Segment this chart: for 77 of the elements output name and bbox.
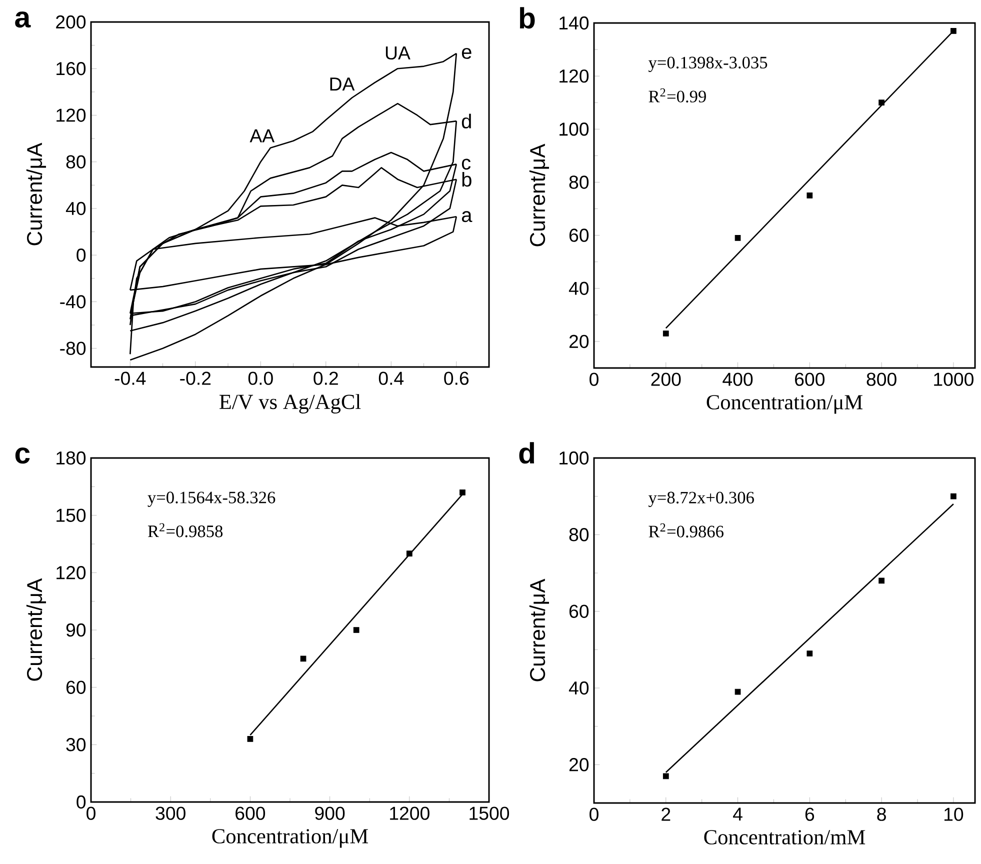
x-axis-title: Concentration/μM (706, 395, 862, 414)
y-tick-label: 20 (569, 758, 589, 772)
x-tick-label: 1500 (470, 806, 510, 820)
y-tick-label: 40 (568, 282, 589, 295)
y-tick-label: 120 (560, 69, 589, 83)
x-axis-title: E/V vs Ag/AgCl (219, 394, 361, 414)
x-tick-label: 6 (805, 808, 814, 821)
x-tick-label: 0.2 (314, 372, 338, 385)
x-tick-label: -0.4 (114, 372, 146, 385)
annotation: y=8.72x+0.306 (648, 492, 754, 508)
y-tick-label: 40 (66, 202, 86, 216)
y-axis-title: Current/μA (26, 578, 46, 681)
x-axis-title: Concentration/μM (212, 829, 368, 848)
y-axis-title: Current/μA (26, 142, 46, 246)
y-axis-title: Current/μA (529, 578, 550, 682)
y-tick-label: 200 (56, 15, 86, 29)
x-tick-label: 0 (590, 372, 598, 386)
y-tick-label: 100 (560, 451, 589, 465)
chart-title: d (519, 442, 534, 464)
y-tick-label: 150 (56, 508, 86, 522)
x-tick-label: 0 (590, 808, 598, 821)
x-tick-label: -0.2 (180, 372, 211, 385)
annotation: UA (386, 46, 410, 60)
series-label: d (462, 114, 471, 128)
y-tick-label: 40 (568, 681, 589, 695)
y-tick-label: 60 (569, 604, 589, 618)
x-tick-label: 2 (662, 808, 670, 821)
x-tick-label: 4 (733, 808, 742, 821)
series-label: b (462, 172, 472, 187)
chart-title: b (520, 7, 535, 29)
y-tick-label: 160 (56, 62, 86, 76)
y-tick-label: 30 (66, 738, 86, 752)
chart-title: a (15, 12, 31, 28)
y-tick-label: 0 (76, 248, 86, 262)
x-tick-label: 800 (866, 372, 896, 386)
x-tick-label: 900 (315, 806, 345, 820)
y-tick-label: 100 (560, 122, 589, 136)
x-tick-label: 400 (722, 372, 753, 386)
x-tick-label: 600 (795, 372, 825, 386)
y-tick-label: 20 (569, 334, 589, 348)
series-label: e (462, 48, 472, 59)
x-tick-label: 600 (236, 806, 266, 820)
y-tick-label: 80 (569, 176, 589, 189)
annotation: y=0.1564x-58.326 (148, 492, 276, 507)
annotation: R$^{2}$=0.9866 (648, 523, 724, 538)
y-tick-label: 140 (560, 16, 589, 30)
annotation: R$^{2}$=0.9858 (148, 523, 223, 538)
series-label: a (462, 211, 472, 222)
annotation: AA (250, 129, 275, 142)
x-tick-label: 8 (877, 808, 886, 821)
x-tick-label: 1200 (390, 806, 430, 820)
x-tick-label: 300 (156, 806, 186, 820)
chart-title: c (15, 448, 30, 464)
series-label: c (462, 158, 471, 170)
x-tick-label: 0.0 (248, 372, 273, 385)
y-tick-label: 120 (56, 108, 86, 122)
x-tick-label: 0.4 (378, 372, 404, 385)
y-tick-label: 60 (569, 228, 589, 242)
x-tick-label: 1000 (934, 372, 974, 386)
x-axis-title: Concentration/mM (704, 830, 866, 844)
y-tick-label: 180 (56, 451, 86, 465)
y-tick-label: 120 (56, 566, 86, 580)
y-tick-label: 0 (76, 795, 86, 809)
annotation: R$^{2}$=0.99 (648, 88, 706, 102)
y-tick-label: -80 (60, 342, 86, 355)
y-tick-label: 60 (66, 680, 86, 694)
y-axis-title: Current/μA (529, 144, 549, 246)
x-tick-label: 0 (86, 806, 96, 820)
annotation: y=0.1398x-3.035 (648, 56, 768, 72)
y-tick-label: 80 (66, 155, 86, 168)
y-tick-label: -40 (60, 295, 86, 308)
x-tick-label: 10 (944, 808, 964, 821)
x-tick-label: 0.6 (444, 372, 469, 385)
x-tick-label: 200 (651, 372, 681, 386)
y-tick-label: 90 (66, 623, 86, 637)
y-tick-label: 80 (569, 528, 589, 542)
annotation: DA (330, 78, 355, 91)
